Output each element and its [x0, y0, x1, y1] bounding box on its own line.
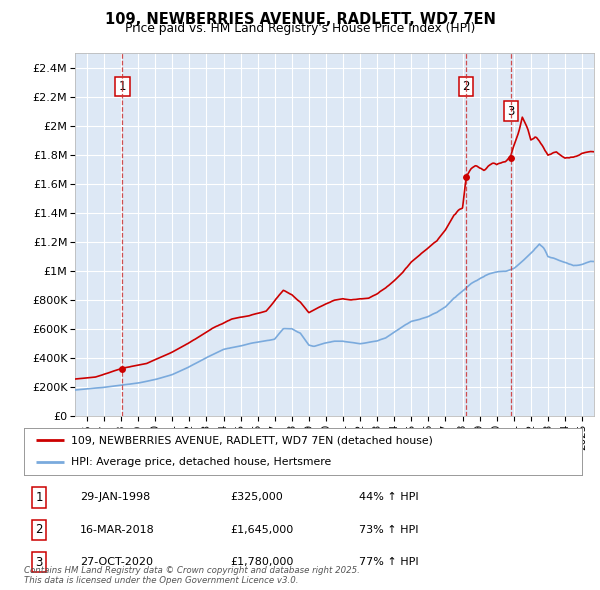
Text: 109, NEWBERRIES AVENUE, RADLETT, WD7 7EN: 109, NEWBERRIES AVENUE, RADLETT, WD7 7EN	[104, 12, 496, 27]
Text: Price paid vs. HM Land Registry's House Price Index (HPI): Price paid vs. HM Land Registry's House …	[125, 22, 475, 35]
Text: 16-MAR-2018: 16-MAR-2018	[80, 525, 155, 535]
Text: Contains HM Land Registry data © Crown copyright and database right 2025.
This d: Contains HM Land Registry data © Crown c…	[24, 566, 360, 585]
Text: 3: 3	[35, 556, 43, 569]
Text: £1,780,000: £1,780,000	[230, 557, 294, 567]
Text: 27-OCT-2020: 27-OCT-2020	[80, 557, 153, 567]
Text: 29-JAN-1998: 29-JAN-1998	[80, 493, 150, 503]
Text: 1: 1	[35, 491, 43, 504]
Text: 1: 1	[119, 80, 126, 93]
Text: 44% ↑ HPI: 44% ↑ HPI	[359, 493, 418, 503]
Text: HPI: Average price, detached house, Hertsmere: HPI: Average price, detached house, Hert…	[71, 457, 332, 467]
Text: £1,645,000: £1,645,000	[230, 525, 294, 535]
Text: 2: 2	[463, 80, 470, 93]
Text: 77% ↑ HPI: 77% ↑ HPI	[359, 557, 418, 567]
Text: £325,000: £325,000	[230, 493, 283, 503]
Text: 3: 3	[507, 104, 514, 117]
Text: 109, NEWBERRIES AVENUE, RADLETT, WD7 7EN (detached house): 109, NEWBERRIES AVENUE, RADLETT, WD7 7EN…	[71, 435, 433, 445]
Text: 2: 2	[35, 523, 43, 536]
Text: 73% ↑ HPI: 73% ↑ HPI	[359, 525, 418, 535]
